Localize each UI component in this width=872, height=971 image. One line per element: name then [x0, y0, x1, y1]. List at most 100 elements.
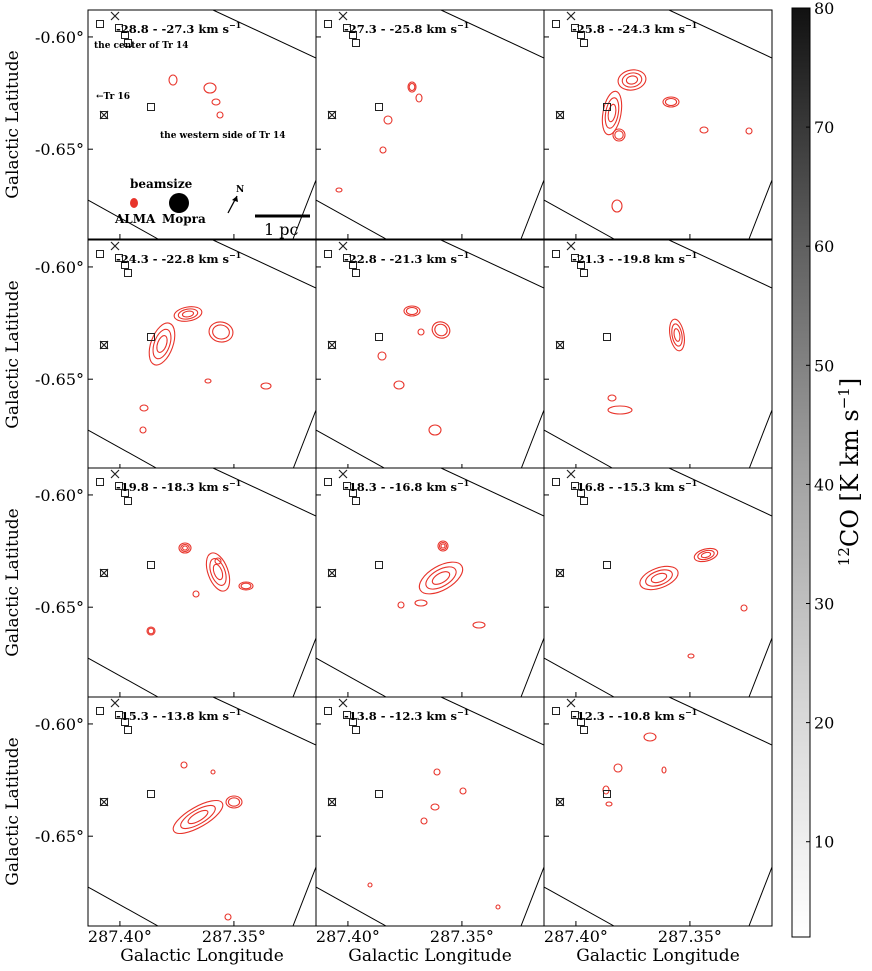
region-boundary-line — [544, 199, 615, 239]
co-contour — [433, 768, 441, 776]
region-boundary-line — [544, 429, 615, 469]
co-contour — [459, 787, 467, 795]
annotation-tr16: ←Tr 16 — [96, 92, 130, 102]
star-marker-square — [324, 250, 332, 258]
star-marker-cross — [327, 568, 337, 578]
star-marker-square — [343, 711, 351, 719]
colorbar-tick-label: 40 — [814, 475, 834, 494]
co-contour — [367, 882, 373, 888]
panel-frame — [543, 9, 773, 240]
star-marker-square — [552, 20, 560, 28]
region-boundary-line — [520, 637, 544, 697]
colorbar-tick-label: 20 — [814, 714, 834, 733]
star-marker-square — [556, 798, 564, 806]
star-marker-square — [147, 103, 155, 111]
star-marker-square — [324, 478, 332, 486]
co-contour — [407, 81, 417, 93]
star-marker-square — [556, 341, 564, 349]
co-contour — [662, 96, 680, 108]
x-axis-title: Galactic Longitude — [576, 946, 740, 966]
panel-frame — [543, 696, 773, 927]
x-tick-label: 287.40° — [88, 927, 152, 946]
north-arrow-head — [232, 196, 238, 202]
star-marker-cross — [338, 698, 348, 708]
region-boundary-line — [440, 468, 544, 517]
region-boundary-line — [440, 697, 544, 746]
co-contour — [621, 72, 643, 88]
scale-bar-label: 1 pc — [264, 220, 299, 239]
star-marker-square — [115, 482, 123, 490]
region-boundary-line — [668, 240, 772, 289]
co-contour — [383, 115, 393, 125]
star-marker-cross — [555, 568, 565, 578]
star-marker-square — [100, 569, 108, 577]
co-contour — [192, 590, 200, 598]
star-marker-cross — [555, 797, 565, 807]
channel-panel: -12.3 - -10.8 km s−1 — [543, 696, 773, 927]
star-marker-square — [577, 31, 585, 39]
star-marker-square — [343, 254, 351, 262]
region-boundary-line — [88, 657, 159, 697]
star-marker-cross — [110, 698, 120, 708]
star-marker-square — [100, 341, 108, 349]
region-boundary-line — [292, 409, 316, 469]
co-contour — [428, 424, 442, 436]
co-contour — [180, 804, 216, 830]
region-boundary-line — [88, 886, 159, 926]
co-contour — [211, 98, 221, 106]
panel-background — [316, 468, 544, 697]
star-marker-square — [577, 718, 585, 726]
star-marker-square — [571, 254, 579, 262]
region-boundary-line — [212, 240, 316, 289]
star-marker-cross — [99, 340, 109, 350]
star-marker-square — [115, 711, 123, 719]
colorbar-tick-label: 10 — [814, 833, 834, 852]
velocity-label: -19.8 - -18.3 km s−1 — [116, 478, 241, 494]
co-contour — [172, 799, 224, 835]
y-axis-title: Galactic Latitude — [3, 280, 23, 428]
co-contour — [425, 566, 457, 590]
co-contour — [434, 323, 448, 337]
co-contour — [614, 130, 624, 140]
x-axis-title: Galactic Longitude — [348, 946, 512, 966]
star-marker-square — [96, 707, 104, 715]
co-contour — [209, 558, 227, 586]
colorbar-tick-label: 30 — [814, 595, 834, 614]
velocity-label: -24.3 - -22.8 km s−1 — [116, 250, 241, 266]
panel-background — [316, 697, 544, 926]
co-contour — [204, 378, 212, 384]
star-marker-square — [556, 111, 564, 119]
region-boundary-line — [212, 697, 316, 746]
region-boundary-line — [316, 199, 387, 239]
panel-background — [544, 240, 772, 469]
star-marker-square — [580, 39, 588, 47]
velocity-label: -28.8 - -27.3 km s−1 — [116, 20, 241, 36]
y-tick-label: -0.60° — [35, 486, 84, 505]
annotation-alma: ALMA — [114, 212, 156, 226]
co-contour — [607, 103, 617, 123]
star-marker-cross — [338, 241, 348, 251]
star-marker-square — [124, 497, 132, 505]
co-contour — [238, 581, 254, 591]
co-contour — [605, 801, 613, 807]
velocity-label: -12.3 - -10.8 km s−1 — [572, 707, 697, 723]
co-contour — [664, 97, 678, 107]
y-axis-title: Galactic Latitude — [3, 737, 23, 885]
co-contour — [139, 404, 149, 412]
region-boundary-line — [292, 866, 316, 926]
co-contour — [699, 126, 709, 134]
y-tick-label: -0.60° — [35, 715, 84, 734]
region-boundary-line — [440, 240, 544, 289]
velocity-label: -13.8 - -12.3 km s−1 — [344, 707, 469, 723]
x-axis-title: Galactic Longitude — [120, 946, 284, 966]
co-contour — [187, 809, 209, 825]
co-contour — [601, 90, 623, 136]
co-contour — [645, 569, 673, 587]
star-marker-cross — [566, 698, 576, 708]
region-boundary-line — [292, 179, 316, 239]
star-marker-cross — [566, 469, 576, 479]
star-marker-square — [100, 111, 108, 119]
star-marker-square — [96, 478, 104, 486]
panel-background — [88, 10, 316, 239]
star-marker-square — [115, 254, 123, 262]
